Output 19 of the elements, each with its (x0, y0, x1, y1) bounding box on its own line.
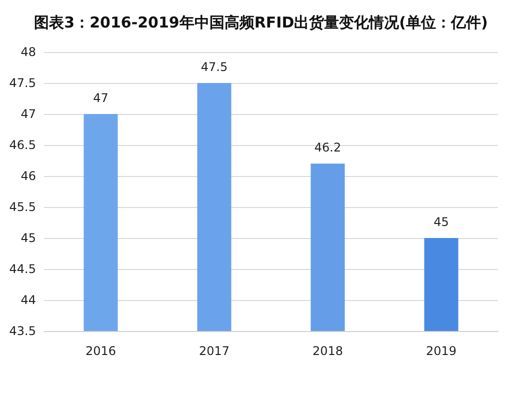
x-tick-label: 2016 (85, 344, 116, 358)
y-tick-label: 43.5 (9, 324, 36, 338)
y-tick-label: 47.5 (9, 76, 36, 90)
chart-title: 图表3：2016-2019年中国高频RFID出货量变化情况(单位：亿件) (34, 14, 488, 32)
y-tick-label: 45 (20, 231, 36, 245)
data-label: 45 (434, 215, 449, 229)
data-label: 47.5 (200, 60, 228, 74)
y-tick-label: 47 (20, 107, 36, 121)
y-tick-label: 44 (20, 293, 36, 307)
y-tick-label: 45.5 (9, 200, 36, 214)
y-tick-label: 48 (20, 45, 36, 59)
x-tick-label: 2017 (198, 344, 230, 358)
x-tick-label: 2019 (426, 344, 457, 358)
data-label: 47 (93, 91, 108, 105)
data-label: 46.2 (314, 140, 342, 155)
x-tick-label: 2018 (312, 344, 344, 358)
y-tick-label: 46.5 (9, 138, 36, 152)
y-tick-label: 46 (20, 169, 36, 183)
y-tick-label: 44.5 (9, 262, 36, 276)
